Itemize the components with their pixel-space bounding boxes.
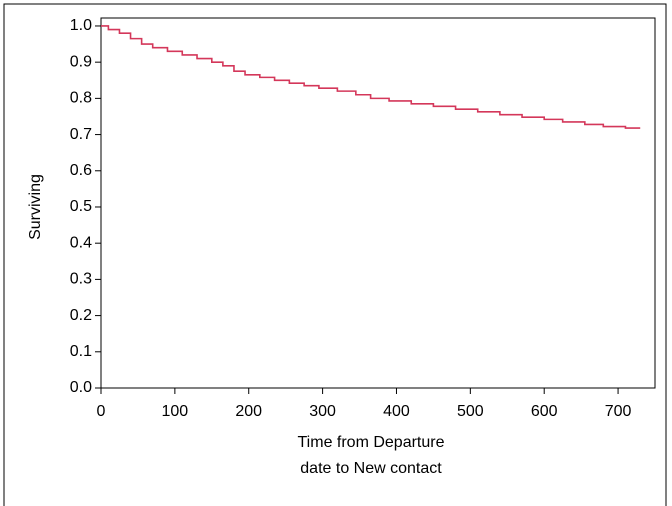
y-tick-label: 0.3 <box>70 271 92 288</box>
frame <box>3 3 667 506</box>
survival-curve <box>101 25 641 129</box>
x-tick-label: 300 <box>309 403 336 420</box>
y-tick-label: 0.9 <box>70 53 92 70</box>
x-tick-label: 700 <box>605 403 632 420</box>
y-tick-label: 0.5 <box>70 198 92 215</box>
x-tick-label: 500 <box>457 403 484 420</box>
x-axis-label: date to New contact <box>300 460 442 477</box>
y-tick-label: 0.7 <box>70 126 92 143</box>
y-tick-label: 0.4 <box>70 234 92 251</box>
y-tick-label: 0.2 <box>70 307 92 324</box>
y-tick-label: 0.8 <box>70 90 92 107</box>
y-tick-label: 0.0 <box>70 379 92 396</box>
x-tick-label: 400 <box>383 403 410 420</box>
x-tick-label: 0 <box>97 403 106 420</box>
y-axis-label: Surviving <box>27 174 44 240</box>
plot-area <box>100 17 656 389</box>
y-tick-label: 0.6 <box>70 162 92 179</box>
x-axis-label: Time from Departure <box>298 434 445 451</box>
y-tick-label: 0.1 <box>70 343 92 360</box>
x-tick-label: 600 <box>531 403 558 420</box>
y-tick-label: 1.0 <box>70 17 92 34</box>
x-tick-label: 200 <box>235 403 262 420</box>
x-tick-label: 100 <box>162 403 189 420</box>
